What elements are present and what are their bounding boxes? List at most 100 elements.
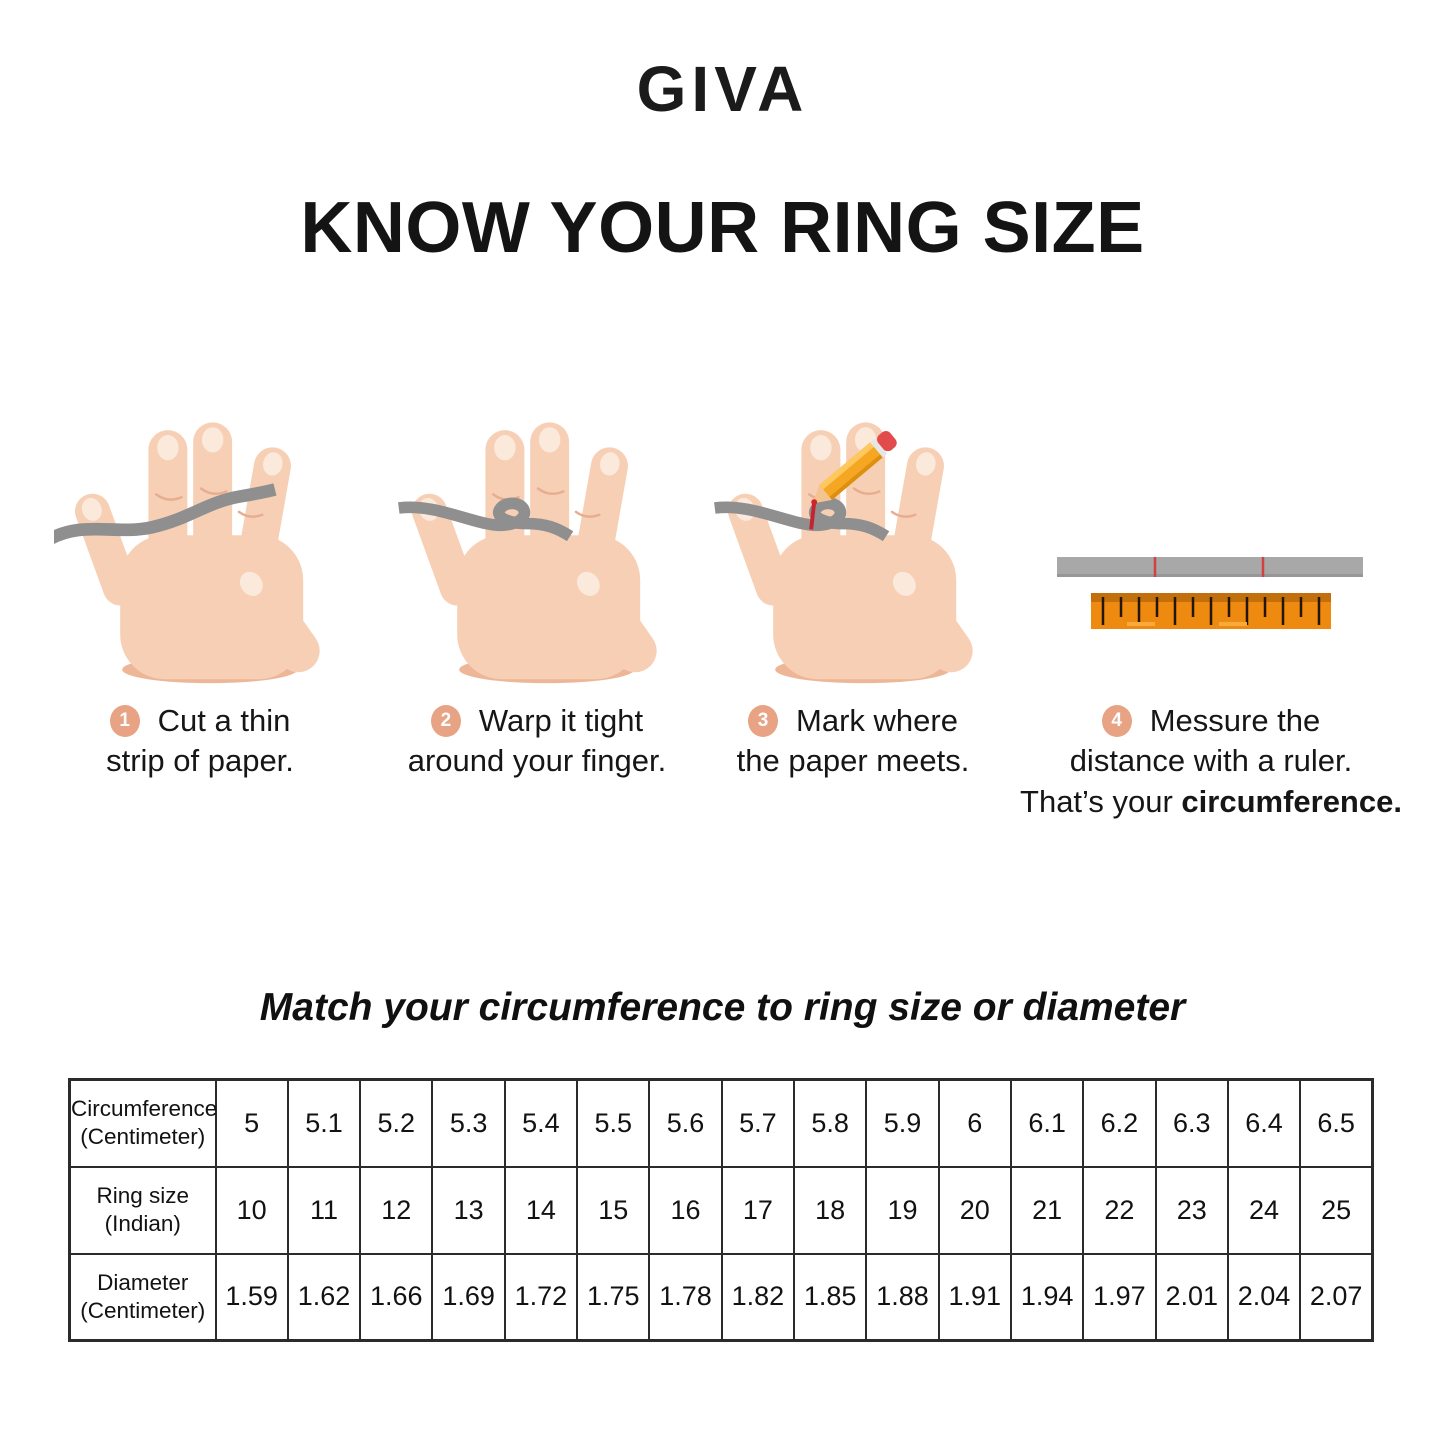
step-3-badge: 3	[748, 705, 779, 738]
step-1-figure	[28, 385, 372, 695]
step-2-line2: around your finger.	[407, 743, 667, 779]
table-cell: 13	[431, 1165, 506, 1255]
table-cell: 1.69	[431, 1252, 506, 1342]
table-row: Circumference (Centimeter) 5 5.1 5.2 5.3 5.4 5.…	[68, 1078, 1374, 1168]
table-cell: 15	[576, 1165, 651, 1255]
table-cell: 17	[720, 1165, 796, 1255]
table-cell: 1.59	[214, 1252, 289, 1342]
table-cell: 1.62	[286, 1252, 362, 1342]
step-1: 1 Cut a thin strip of paper.	[28, 385, 372, 822]
table-cell: 5.2	[359, 1078, 434, 1168]
step-2-badge: 2	[430, 705, 461, 738]
table-cell: 1.97	[1082, 1252, 1157, 1342]
table-cell: 6.3	[1154, 1078, 1229, 1168]
table-cell: 6.1	[1009, 1078, 1085, 1168]
step-3-line1: Mark where	[796, 703, 958, 738]
table-cell: 5.8	[792, 1078, 868, 1168]
step-2-figure	[372, 385, 702, 695]
table-cell: 5.9	[865, 1078, 940, 1168]
table-cell: 6.2	[1082, 1078, 1157, 1168]
table-cell: 5.4	[503, 1078, 579, 1168]
table-cell: 22	[1082, 1165, 1157, 1255]
table-cell: 6	[937, 1078, 1012, 1168]
step-2: 2 Warp it tight around your finger.	[372, 385, 702, 822]
step-3: 3 Mark where the paper meets.	[702, 385, 1004, 822]
step-3-caption: 3 Mark where the paper meets.	[737, 701, 970, 782]
table-cell: 16	[648, 1165, 723, 1255]
ruler-icon	[1091, 593, 1331, 629]
step-4-figure	[1004, 385, 1418, 695]
table-cell: 24	[1226, 1165, 1302, 1255]
row-label: Diameter (Centimeter)	[68, 1252, 217, 1342]
table-cell: 5.1	[286, 1078, 362, 1168]
table-cell: 25	[1299, 1165, 1374, 1255]
table-cell: 6.5	[1299, 1078, 1374, 1168]
ring-size-table-body: Circumference (Centimeter) 5 5.1 5.2 5.3 5.4 5.…	[68, 1078, 1374, 1342]
table-cell: 23	[1154, 1165, 1229, 1255]
table-cell: 5.7	[720, 1078, 796, 1168]
paper-strip	[398, 497, 574, 542]
table-cell: 11	[286, 1165, 362, 1255]
pencil-icon	[811, 431, 897, 506]
table-cell: 5.5	[576, 1078, 651, 1168]
step-1-badge: 1	[109, 705, 140, 738]
table-cell: 5.6	[648, 1078, 723, 1168]
step-1-line2: strip of paper.	[106, 743, 294, 779]
step-4-line3: That’s your circumference.	[1020, 782, 1402, 822]
step-2-line1: Warp it tight	[478, 703, 644, 738]
paper-strip-ruler-icon	[1057, 557, 1363, 629]
table-cell: 1.88	[865, 1252, 940, 1342]
table-cell: 6.4	[1226, 1078, 1302, 1168]
table-cell: 5.3	[431, 1078, 506, 1168]
page-title: KNOW YOUR RING SIZE	[300, 188, 1145, 268]
table-cell: 1.91	[937, 1252, 1012, 1342]
table-cell: 21	[1009, 1165, 1085, 1255]
step-4-caption: 4 Messure the distance with a ruler. Tha…	[1020, 701, 1402, 822]
table-cell: 20	[937, 1165, 1012, 1255]
step-4-line2: distance with a ruler.	[1069, 743, 1353, 779]
step-4-line3-prefix: That’s your	[1020, 783, 1182, 819]
step-1-caption: 1 Cut a thin strip of paper.	[106, 701, 294, 782]
table-cell: 5	[214, 1078, 289, 1168]
hand-wrapped-strip-icon	[398, 421, 667, 685]
table-cell: 14	[503, 1165, 579, 1255]
table-row: Ring size (Indian) 10 11 12 13 14 15 16 17 18 19 20 2…	[68, 1165, 1374, 1255]
table-subtitle: Match your circumference to ring size or…	[259, 986, 1186, 1029]
table-cell: 10	[214, 1165, 289, 1255]
step-1-line1: Cut a thin	[157, 703, 291, 738]
step-4-badge: 4	[1101, 705, 1132, 738]
ring-size-table: Circumference (Centimeter) 5 5.1 5.2 5.3 5.4 5.…	[68, 1078, 1374, 1342]
giva-logo: GIVA	[636, 53, 809, 125]
table-cell: 1.85	[792, 1252, 868, 1342]
row-label: Ring size (Indian)	[68, 1165, 217, 1255]
table-cell: 1.78	[648, 1252, 723, 1342]
row-label: Circumference (Centimeter)	[68, 1078, 217, 1168]
pencil-mark	[809, 502, 817, 530]
steps-row: 1 Cut a thin strip of paper. 2 Warp it t…	[28, 385, 1418, 822]
table-cell: 1.75	[576, 1252, 651, 1342]
hand-paper-strip-icon	[54, 421, 330, 685]
table-cell: 12	[359, 1165, 434, 1255]
paper-strip	[714, 497, 890, 542]
table-cell: 2.04	[1226, 1252, 1302, 1342]
table-row: Diameter (Centimeter) 1.59 1.62 1.66 1.69 1.72…	[68, 1252, 1374, 1342]
hand-pencil-mark-icon	[714, 421, 983, 685]
step-4-line1: Messure the	[1149, 703, 1321, 738]
table-cell: 19	[865, 1165, 940, 1255]
table-cell: 1.94	[1009, 1252, 1085, 1342]
paper-strip	[54, 483, 277, 545]
step-3-figure	[702, 385, 1004, 695]
table-cell: 18	[792, 1165, 868, 1255]
table-cell: 1.82	[720, 1252, 796, 1342]
step-4: 4 Messure the distance with a ruler. Tha…	[1004, 385, 1418, 822]
step-2-caption: 2 Warp it tight around your finger.	[408, 701, 667, 782]
table-wrap: Circumference (Centimeter) 5 5.1 5.2 5.3 5.4 5.…	[68, 1078, 1374, 1342]
step-4-line3-bold: circumference.	[1181, 783, 1402, 819]
paper-strip	[1057, 557, 1363, 577]
table-cell: 2.07	[1299, 1252, 1374, 1342]
step-3-line2: the paper meets.	[736, 743, 970, 779]
table-cell: 1.72	[503, 1252, 579, 1342]
table-cell: 1.66	[359, 1252, 434, 1342]
table-cell: 2.01	[1154, 1252, 1229, 1342]
